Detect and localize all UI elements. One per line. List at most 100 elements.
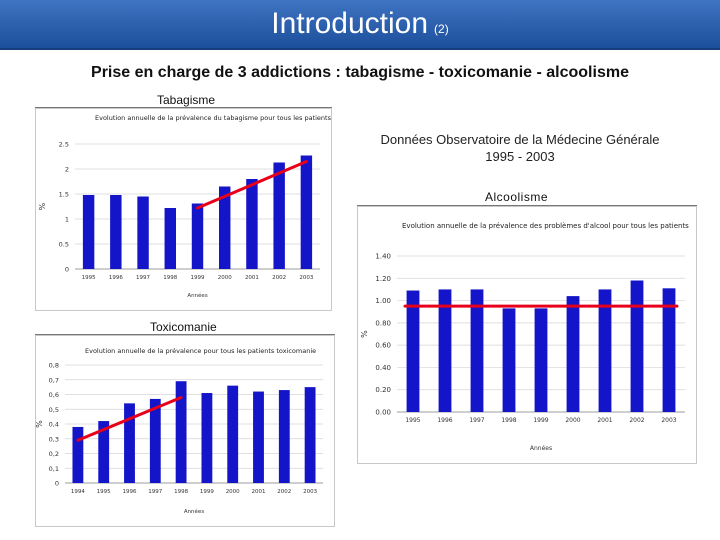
- bar: [219, 186, 231, 269]
- chart-alcoolisme: Evolution annuelle de la prévalence des …: [357, 206, 697, 464]
- x-tick-label: 2001: [252, 489, 266, 495]
- y-tick-label: 1.5: [59, 191, 69, 199]
- x-tick-label: 2000: [218, 275, 232, 281]
- x-tick-label: 1997: [136, 275, 150, 281]
- bar: [124, 403, 135, 483]
- y-tick-label: 0,3: [49, 435, 59, 443]
- slide-subtitle: Prise en charge de 3 addictions : tabagi…: [91, 64, 629, 81]
- y-tick-label: 1.40: [375, 253, 391, 261]
- x-tick-label: 1999: [191, 275, 205, 281]
- divider-toxicomanie: [35, 334, 335, 335]
- bar: [164, 208, 176, 269]
- title-banner: Introduction (2): [0, 0, 720, 50]
- label-tabagisme: Tabagisme: [157, 93, 216, 107]
- y-tick-label: 0.5: [59, 241, 69, 249]
- chart-svg-tabagisme: Evolution annuelle de la prévalence du t…: [35, 108, 332, 311]
- x-tick-label: 1996: [437, 417, 452, 424]
- x-tick-label: 1997: [148, 489, 162, 495]
- x-tick-label: 1998: [163, 275, 177, 281]
- chart-title: Evolution annuelle de la prévalence des …: [402, 222, 689, 230]
- y-tick-label: 0.40: [375, 364, 391, 372]
- source-line-2: 1995 - 2003: [485, 149, 555, 164]
- bar: [149, 398, 161, 483]
- bar: [246, 179, 258, 269]
- x-tick-label: 1998: [501, 417, 516, 424]
- divider-tabagisme: [35, 107, 332, 108]
- chart-frame: [35, 108, 332, 311]
- bar: [98, 421, 110, 483]
- y-tick-label: 0,5: [49, 406, 59, 414]
- x-tick-label: 2003: [661, 417, 676, 424]
- x-tick-label: 1999: [533, 417, 548, 424]
- bar: [191, 203, 204, 269]
- chart-svg-alcoolisme: Evolution annuelle de la prévalence des …: [357, 206, 697, 464]
- x-tick-label: 2001: [597, 417, 612, 424]
- x-tick-label: 1995: [405, 417, 420, 424]
- y-tick-label: 0.60: [375, 342, 391, 350]
- bar: [300, 155, 313, 269]
- trend-line: [196, 160, 308, 210]
- bar: [253, 391, 264, 483]
- y-tick-label: 0: [65, 266, 69, 274]
- label-toxicomanie: Toxicomanie: [150, 320, 217, 334]
- y-tick-label: 0,4: [49, 421, 59, 429]
- y-tick-label: 0: [55, 480, 59, 488]
- x-tick-label: 1996: [109, 275, 123, 281]
- y-tick-label: 1: [65, 216, 69, 224]
- x-tick-label: 2003: [303, 489, 317, 495]
- y-tick-label: 0.80: [375, 319, 391, 327]
- chart-title: Evolution annuelle de la prévalence du t…: [95, 114, 332, 122]
- y-tick-label: 1.20: [375, 275, 391, 283]
- bar: [438, 289, 452, 412]
- bar: [406, 290, 420, 412]
- x-tick-label: 2002: [629, 417, 644, 424]
- y-tick-label: 0,2: [49, 450, 59, 458]
- trend-line: [76, 395, 183, 442]
- bar: [598, 289, 612, 412]
- y-axis-label: %: [360, 330, 369, 338]
- bar: [502, 308, 516, 412]
- bar: [278, 390, 290, 483]
- chart-svg-toxicomanie: Evolution annuelle de la prévalence pour…: [35, 335, 335, 527]
- chart-title: Evolution annuelle de la prévalence pour…: [85, 347, 316, 355]
- y-tick-label: 0,1: [49, 465, 59, 473]
- bar: [175, 381, 187, 483]
- chart-toxicomanie: Evolution annuelle de la prévalence pour…: [35, 335, 335, 527]
- bar: [470, 289, 484, 412]
- x-tick-label: 2000: [226, 489, 240, 495]
- y-tick-label: 2: [65, 166, 69, 174]
- x-axis-label: Années: [184, 508, 205, 515]
- bar: [662, 288, 676, 412]
- x-tick-label: 1994: [71, 489, 85, 495]
- x-axis-label: Années: [530, 445, 552, 452]
- bar: [110, 195, 122, 269]
- page-title: Introduction: [271, 7, 429, 40]
- bar: [630, 280, 644, 412]
- bar: [534, 308, 548, 412]
- y-tick-label: 1.00: [375, 297, 391, 305]
- label-alcoolisme: Alcoolisme: [485, 190, 549, 204]
- x-tick-label: 2002: [277, 489, 291, 495]
- x-tick-label: 1996: [123, 489, 137, 495]
- y-tick-label: 0,7: [49, 376, 59, 384]
- y-tick-label: 0.00: [375, 409, 391, 417]
- bar: [82, 195, 95, 269]
- x-tick-label: 1997: [469, 417, 484, 424]
- y-tick-label: 2.5: [59, 141, 69, 149]
- y-axis-label: %: [38, 202, 47, 210]
- chart-tabagisme: Evolution annuelle de la prévalence du t…: [35, 108, 332, 311]
- x-axis-label: Années: [187, 292, 208, 299]
- source-note: Données Observatoire de la Médecine Géné…: [340, 131, 700, 165]
- y-axis-label: %: [35, 420, 44, 428]
- bar: [227, 385, 239, 483]
- x-tick-label: 2003: [299, 275, 313, 281]
- bar: [304, 387, 316, 483]
- bar: [72, 426, 84, 483]
- x-tick-label: 2002: [272, 275, 286, 281]
- divider-alcoolisme: [357, 205, 697, 206]
- x-tick-label: 2001: [245, 275, 259, 281]
- x-tick-label: 1998: [174, 489, 188, 495]
- y-tick-label: 0.20: [375, 386, 391, 394]
- source-line-1: Données Observatoire de la Médecine Géné…: [380, 132, 660, 147]
- y-tick-label: 0,6: [49, 391, 59, 399]
